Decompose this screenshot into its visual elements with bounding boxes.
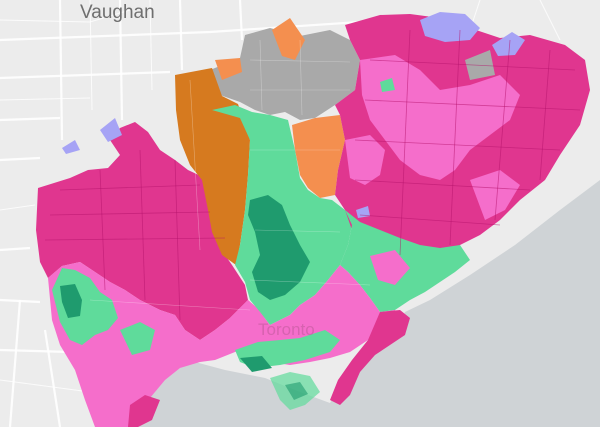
district-toronto-islands-inner[interactable] bbox=[285, 382, 308, 400]
district-west-purple[interactable] bbox=[100, 118, 122, 142]
district-west-orange[interactable] bbox=[175, 68, 250, 265]
basemap-streets bbox=[0, 0, 561, 427]
district-north-purple[interactable] bbox=[420, 12, 480, 42]
district-east-waterfront-pink[interactable] bbox=[330, 310, 410, 405]
district-midnorth-orange[interactable] bbox=[292, 115, 345, 198]
districts[interactable] bbox=[36, 12, 590, 427]
district-downtown-light-pink[interactable] bbox=[215, 265, 400, 365]
district-west-dark-green[interactable] bbox=[60, 284, 82, 318]
district-borders bbox=[44, 29, 581, 321]
district-north-gray[interactable] bbox=[210, 28, 360, 120]
district-east-pink-island[interactable] bbox=[370, 250, 410, 285]
label-toronto: Toronto bbox=[258, 320, 315, 339]
district-east-green[interactable] bbox=[340, 210, 470, 312]
district-west-dark-pink[interactable] bbox=[36, 122, 248, 340]
district-sw-shore-pink[interactable] bbox=[128, 395, 160, 427]
district-north-orange-small[interactable] bbox=[215, 58, 242, 80]
district-east-light-pink-2[interactable] bbox=[470, 170, 520, 220]
district-north-orange[interactable] bbox=[272, 18, 305, 60]
district-midwest-green[interactable] bbox=[120, 322, 155, 355]
label-vaughan: Vaughan bbox=[80, 2, 155, 23]
district-north-purple-2[interactable] bbox=[492, 32, 525, 56]
lake-ontario bbox=[130, 180, 600, 427]
district-east-light-pink-small[interactable] bbox=[345, 135, 385, 185]
district-west-purple-2[interactable] bbox=[62, 140, 80, 154]
district-waterfront-dark-green[interactable] bbox=[240, 356, 272, 372]
district-northeast-light-pink[interactable] bbox=[360, 55, 520, 180]
district-ne-green-small[interactable] bbox=[380, 78, 395, 92]
district-central-dark-green[interactable] bbox=[248, 195, 310, 300]
district-east-purple[interactable] bbox=[356, 206, 370, 218]
